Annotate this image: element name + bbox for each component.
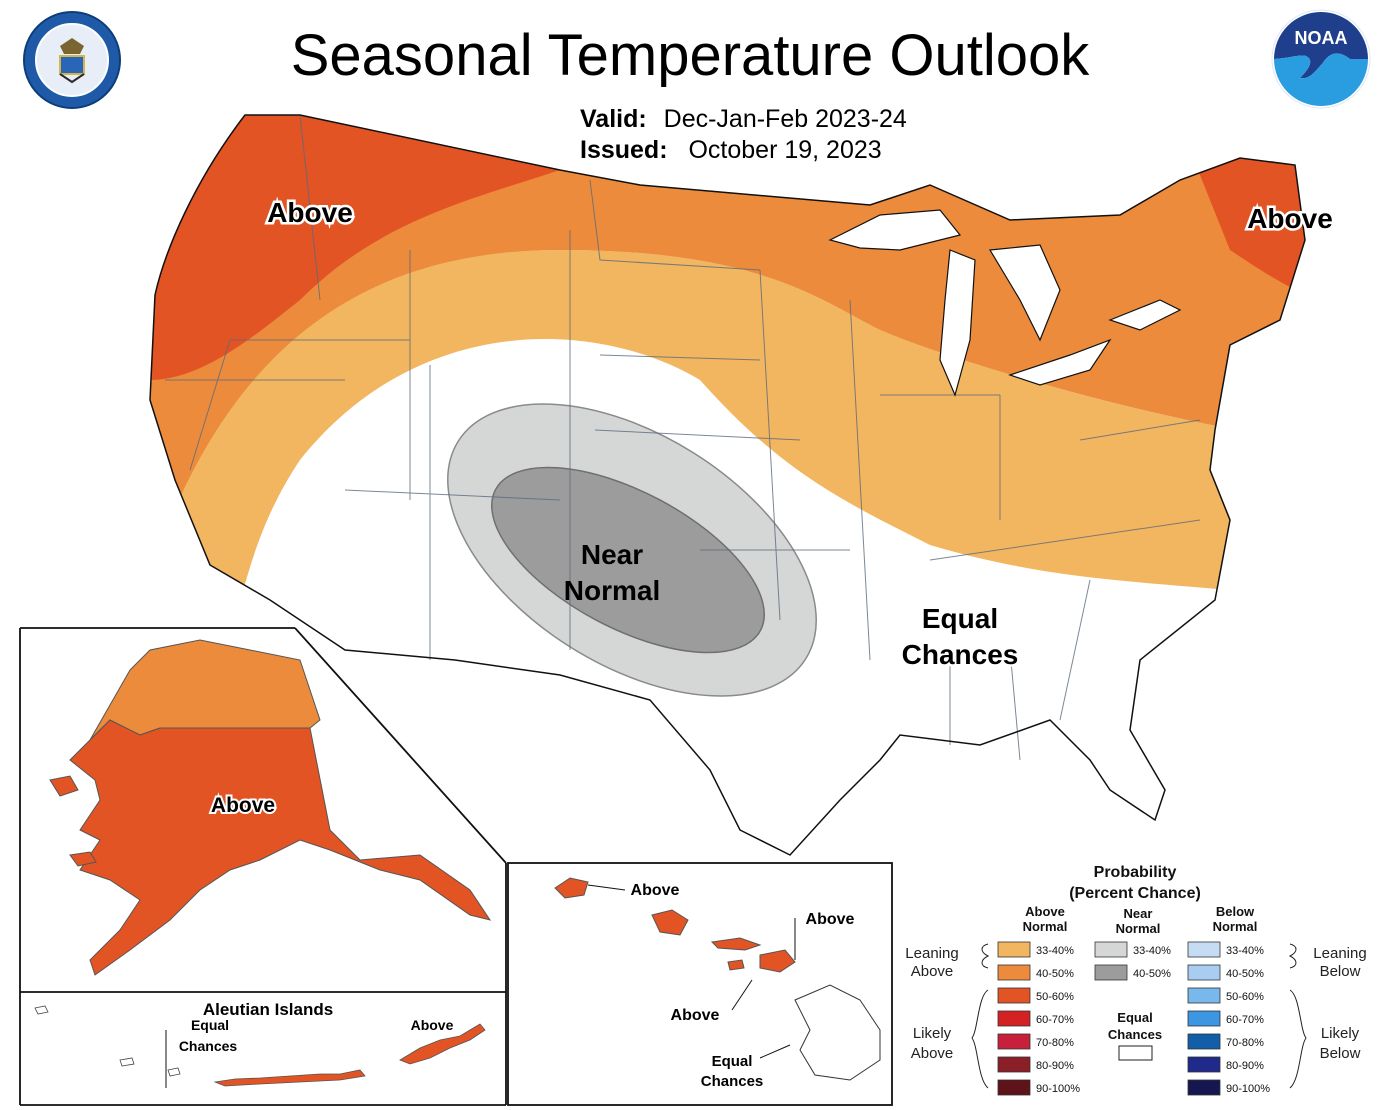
legend-above-swatch-0 (997, 941, 1031, 958)
near-normal-40-50 (491, 466, 765, 654)
legend-likely-above-2: Above (911, 1045, 954, 1062)
label-chances: Chances (902, 639, 1019, 670)
legend-below-swatch-6 (1187, 1079, 1221, 1096)
hawaii-label-above-1: Above (631, 882, 680, 899)
aleutian-chances: Chances (179, 1038, 238, 1054)
legend-above-swatch-6 (997, 1079, 1031, 1096)
legend-below-label-0: 33-40% (1226, 945, 1264, 957)
state-borders (165, 114, 1201, 761)
legend-above-swatch-3 (997, 1010, 1031, 1027)
legend-near-swatches: 33-40% 40-50% (1094, 941, 1171, 981)
legend-below-swatch-0 (1187, 941, 1221, 958)
legend-below-swatch-2 (1187, 987, 1221, 1004)
legend-above-swatch-2 (997, 987, 1031, 1004)
noaa-logo-text: NOAA (1295, 28, 1348, 48)
legend-equal-1: Equal (1117, 1010, 1152, 1025)
legend-above-swatch-4 (997, 1033, 1031, 1050)
legend-below-swatch-1 (1187, 964, 1221, 981)
legend-leaning-above-2: Above (911, 963, 954, 980)
legend-above-swatch-1 (997, 964, 1031, 981)
legend-equal-swatch (1118, 1045, 1153, 1061)
aleutian-equal: Equal (191, 1017, 229, 1033)
above-band-50-60-northwest (150, 115, 600, 380)
hawaii-label-above-2: Above (806, 911, 855, 928)
legend-col-below-1: Below (1216, 904, 1255, 919)
valid-label: Valid: (580, 105, 647, 133)
legend-near-swatch-1 (1094, 964, 1128, 981)
legend-below-swatch-5 (1187, 1056, 1221, 1073)
label-northwest-above: Above (267, 197, 353, 228)
aleutian-islands-west (34, 1005, 181, 1077)
issued-value: October 19, 2023 (688, 136, 882, 164)
alaska-label-above: Above (211, 794, 275, 817)
legend-col-above-2: Normal (1023, 919, 1068, 934)
legend-above-label-0: 33-40% (1036, 945, 1074, 957)
big-island (794, 984, 881, 1081)
legend-leaning-below-1: Leaning (1313, 945, 1366, 962)
doc-seal-icon (23, 11, 121, 109)
hawaii-label-equal: Equal (712, 1053, 753, 1070)
aleutian-islands-east (213, 1023, 486, 1087)
legend-above-label-6: 90-100% (1036, 1083, 1080, 1095)
legend-below-label-2: 50-60% (1226, 991, 1264, 1003)
legend-above-label-3: 60-70% (1036, 1014, 1074, 1026)
legend-col-near-2: Normal (1116, 921, 1161, 936)
issued-line: Issued: October 19, 2023 (580, 136, 882, 165)
legend-col-below-2: Normal (1213, 919, 1258, 934)
legend-subtitle: (Percent Chance) (1069, 885, 1201, 902)
issued-label: Issued: (580, 136, 668, 164)
hawaii-label-chances: Chances (701, 1073, 764, 1090)
legend-below-label-5: 80-90% (1226, 1060, 1264, 1072)
legend-below-label-1: 40-50% (1226, 968, 1264, 980)
legend-leaning-above-1: Leaning (905, 945, 958, 962)
legend-below-label-4: 70-80% (1226, 1037, 1264, 1049)
legend-col-near-1: Near (1124, 906, 1153, 921)
legend-col-above-1: Above (1025, 904, 1065, 919)
valid-line: Valid: Dec-Jan-Feb 2023-24 (580, 105, 907, 134)
label-equal: Equal (922, 603, 998, 634)
legend-above-label-5: 80-90% (1036, 1060, 1074, 1072)
legend-near-label-1: 40-50% (1133, 968, 1171, 980)
label-northeast-above: Above (1247, 203, 1333, 234)
legend-leaning-below-2: Below (1320, 963, 1361, 980)
label-near: Near (581, 539, 643, 570)
valid-value: Dec-Jan-Feb 2023-24 (663, 105, 907, 133)
legend-below-swatch-3 (1187, 1010, 1221, 1027)
legend-above-label-1: 40-50% (1036, 968, 1074, 980)
legend-near-label-0: 33-40% (1133, 945, 1171, 957)
legend-near-swatch-0 (1094, 941, 1128, 958)
legend-above-swatches: 33-40% 40-50% 50-60% 60-70% 70-80% 80-90% 90-1… (997, 941, 1080, 1096)
map-title: Seasonal Temperature Outlook (290, 23, 1090, 88)
legend-likely-above-1: Likely (913, 1025, 952, 1042)
aleutian-title: Aleutian Islands (203, 1000, 333, 1019)
aleutian-above: Above (411, 1017, 454, 1033)
hawaii-label-above-3: Above (671, 1007, 720, 1024)
legend-below-swatch-4 (1187, 1033, 1221, 1050)
label-normal: Normal (564, 575, 660, 606)
legend-likely-below-1: Likely (1321, 1025, 1360, 1042)
legend-equal-2: Chances (1108, 1027, 1162, 1042)
legend-likely-below-2: Below (1320, 1045, 1361, 1062)
legend-below-label-6: 90-100% (1226, 1083, 1270, 1095)
legend-below-swatches: 33-40% 40-50% 50-60% 60-70% 70-80% 80-90% 90-1… (1187, 941, 1270, 1096)
leaning-above-band (150, 250, 1300, 600)
legend-above-swatch-5 (997, 1056, 1031, 1073)
conus-outline (149, 114, 1306, 856)
noaa-logo-icon: NOAA (1271, 9, 1371, 109)
legend-below-label-3: 60-70% (1226, 1014, 1264, 1026)
great-lakes (828, 209, 1182, 397)
hawaii-islands (554, 877, 796, 973)
legend-above-label-4: 70-80% (1036, 1037, 1074, 1049)
legend-title: Probability (1094, 864, 1177, 881)
legend-above-label-2: 50-60% (1036, 991, 1074, 1003)
above-band-50-60-northeast (1190, 150, 1305, 300)
alaska-main (69, 719, 492, 976)
hawaii-leader-lines (587, 884, 796, 1059)
